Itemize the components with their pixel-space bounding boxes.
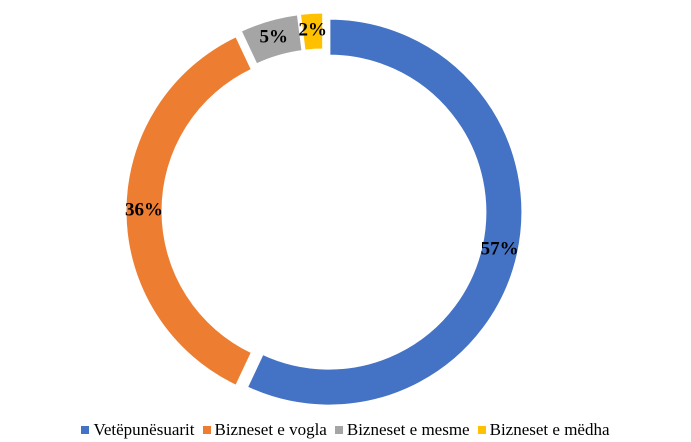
- data-label: 36%: [125, 199, 163, 220]
- legend-item: Vetëpunësuarit: [81, 420, 195, 440]
- legend-label: Vetëpunësuarit: [93, 420, 195, 439]
- legend-swatch: [477, 426, 486, 434]
- legend-item: Bizneset e mesme: [334, 420, 470, 440]
- legend-item: Bizneset e vogla: [202, 420, 327, 440]
- legend-label: Bizneset e vogla: [214, 420, 327, 439]
- legend-swatch: [202, 426, 211, 434]
- legend-label: Bizneset e mesme: [346, 420, 470, 439]
- legend: Vetëpunësuarit Bizneset e vogla Bizneset e…: [0, 420, 691, 440]
- legend-swatch: [334, 426, 343, 434]
- data-label: 2%: [298, 20, 327, 41]
- legend-label: Bizneset e mëdha: [489, 420, 610, 439]
- slice: [244, 16, 525, 408]
- data-label: 57%: [481, 239, 519, 260]
- slice: [123, 33, 255, 389]
- legend-item: Bizneset e mëdha: [477, 420, 610, 440]
- chart: 57% 36% 5% 2%: [123, 10, 525, 408]
- data-label: 5%: [260, 27, 289, 48]
- legend-swatch: [81, 426, 90, 434]
- slice: [297, 10, 326, 53]
